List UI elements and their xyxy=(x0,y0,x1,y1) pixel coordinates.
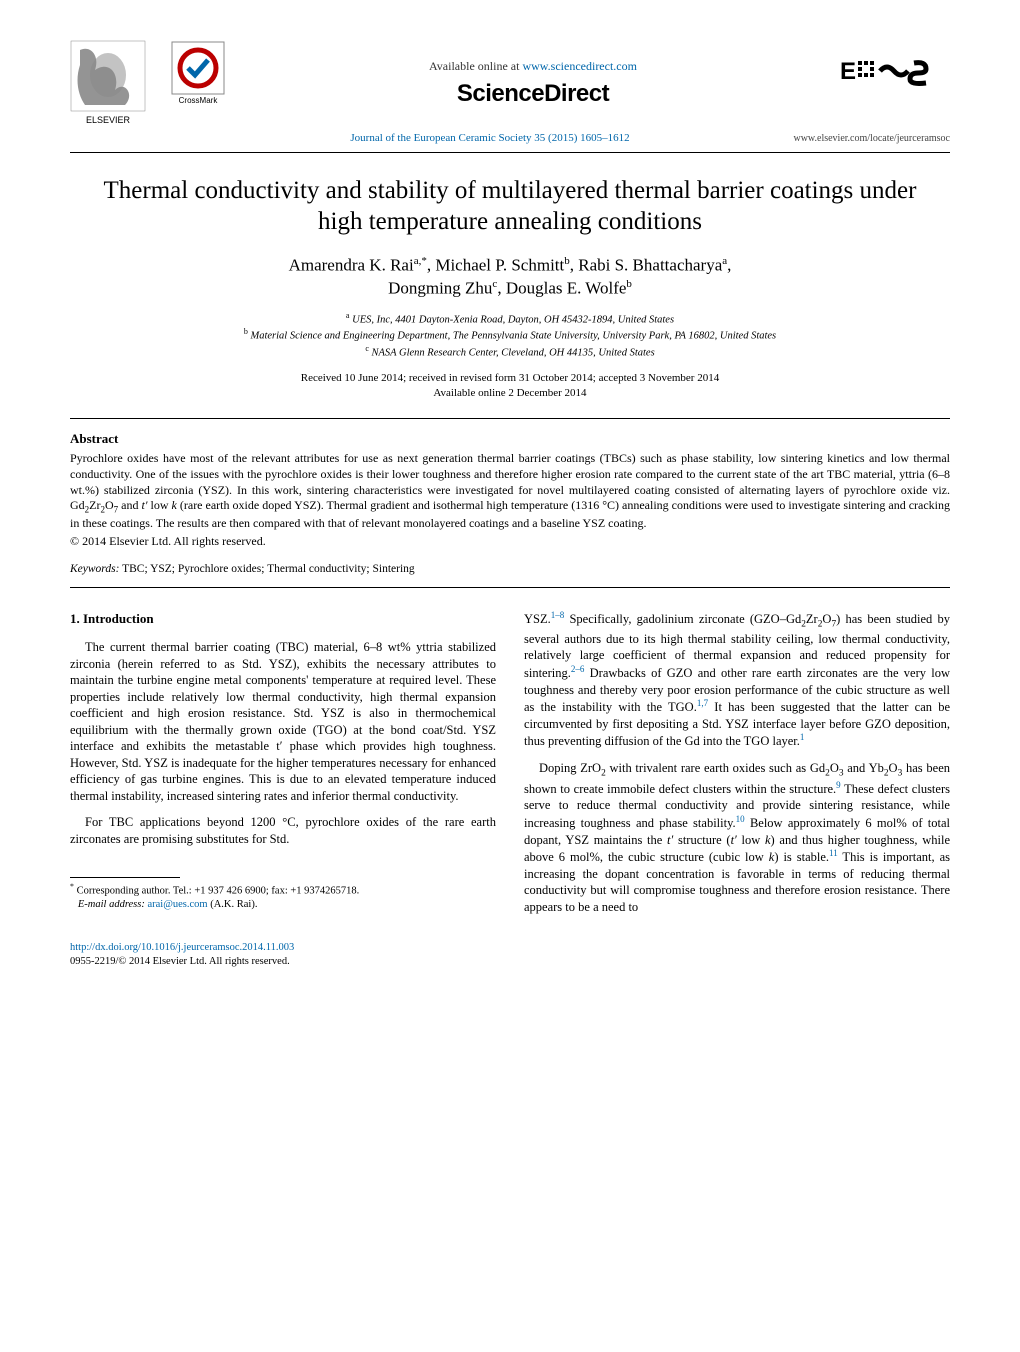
author-1-aff: a,* xyxy=(414,255,427,267)
abstract-bottom-rule xyxy=(70,587,950,588)
affiliation-a: UES, Inc, 4401 Dayton-Xenia Road, Dayton… xyxy=(352,314,674,325)
right-column: YSZ.1–8 Specifically, gadolinium zircona… xyxy=(524,610,950,925)
affiliation-b: Material Science and Engineering Departm… xyxy=(250,331,776,342)
article-dates: Received 10 June 2014; received in revis… xyxy=(70,371,950,401)
right-p1: YSZ.1–8 Specifically, gadolinium zircona… xyxy=(524,610,950,750)
author-3-aff: a xyxy=(722,255,727,267)
author-1: Amarendra K. Rai xyxy=(289,255,414,274)
abstract-body: Pyrochlore oxides have most of the relev… xyxy=(70,451,950,531)
ref-10[interactable]: 10 xyxy=(736,814,745,824)
author-2: , Michael P. Schmitt xyxy=(427,255,564,274)
article-title: Thermal conductivity and stability of mu… xyxy=(100,175,920,238)
svg-text:ELSEVIER: ELSEVIER xyxy=(86,115,131,125)
ref-1-8[interactable]: 1–8 xyxy=(551,610,565,620)
right-p2: Doping ZrO2 with trivalent rare earth ox… xyxy=(524,760,950,915)
header-row: ELSEVIER CrossMark Available online at w… xyxy=(70,40,950,126)
crossmark-logo[interactable]: CrossMark xyxy=(170,40,226,106)
abstract-top-rule xyxy=(70,418,950,419)
sciencedirect-wordmark: ScienceDirect xyxy=(226,80,840,108)
header-rule xyxy=(70,152,950,153)
copyright: © 2014 Elsevier Ltd. All rights reserved… xyxy=(70,534,950,549)
issn-copyright: 0955-2219/© 2014 Elsevier Ltd. All right… xyxy=(70,956,290,967)
email-label: E-mail address: xyxy=(78,899,145,910)
intro-p1: The current thermal barrier coating (TBC… xyxy=(70,639,496,804)
svg-text:E: E xyxy=(840,58,856,85)
available-online-text: Available online at xyxy=(429,59,522,73)
corr-email-link[interactable]: arai@ues.com xyxy=(147,899,207,910)
keywords: Keywords: TBC; YSZ; Pyrochlore oxides; T… xyxy=(70,563,950,575)
doi-link[interactable]: http://dx.doi.org/10.1016/j.jeurceramsoc… xyxy=(70,942,294,953)
header-center: Available online at www.sciencedirect.co… xyxy=(226,59,840,108)
author-4: Dongming Zhu xyxy=(388,279,492,298)
available-date: Available online 2 December 2014 xyxy=(433,387,586,399)
author-3: , Rabi S. Bhattacharya xyxy=(570,255,723,274)
affiliation-c: NASA Glenn Research Center, Cleveland, O… xyxy=(372,348,655,359)
author-5-aff: b xyxy=(626,278,632,290)
section-1-heading: 1. Introduction xyxy=(70,610,496,627)
intro-p2: For TBC applications beyond 1200 °C, pyr… xyxy=(70,814,496,847)
authors: Amarendra K. Raia,*, Michael P. Schmitt b… xyxy=(70,254,950,301)
footnote-separator xyxy=(70,877,180,878)
keywords-label: Keywords: xyxy=(70,563,119,575)
author-5: , Douglas E. Wolfe xyxy=(497,279,626,298)
corr-email-who: (A.K. Rai). xyxy=(210,899,257,910)
body-columns: 1. Introduction The current thermal barr… xyxy=(70,610,950,925)
received-date: Received 10 June 2014; received in revis… xyxy=(301,372,719,384)
doi-footer: http://dx.doi.org/10.1016/j.jeurceramsoc… xyxy=(70,941,950,968)
left-column: 1. Introduction The current thermal barr… xyxy=(70,610,496,925)
sciencedirect-link[interactable]: www.sciencedirect.com xyxy=(522,59,637,73)
elsevier-logo: ELSEVIER xyxy=(70,40,146,126)
corr-text: Corresponding author. Tel.: +1 937 426 6… xyxy=(77,886,360,897)
ref-11[interactable]: 11 xyxy=(829,848,838,858)
affiliations: a UES, Inc, 4401 Dayton-Xenia Road, Dayt… xyxy=(70,311,950,361)
journal-reference: Journal of the European Ceramic Society … xyxy=(230,132,750,144)
available-online: Available online at www.sciencedirect.co… xyxy=(226,59,840,74)
ref-1[interactable]: 1 xyxy=(800,732,805,742)
journal-ref-row: Journal of the European Ceramic Society … xyxy=(70,132,950,144)
corresponding-author-footnote: * Corresponding author. Tel.: +1 937 426… xyxy=(70,882,496,912)
abstract-heading: Abstract xyxy=(70,431,950,447)
keywords-text: TBC; YSZ; Pyrochlore oxides; Thermal con… xyxy=(119,563,414,575)
svg-text:CrossMark: CrossMark xyxy=(179,96,219,105)
ref-2-6[interactable]: 2–6 xyxy=(571,664,585,674)
jecs-logo: E xyxy=(840,55,950,107)
ref-1-7[interactable]: 1,7 xyxy=(697,698,708,708)
journal-url: www.elsevier.com/locate/jeurceramsoc xyxy=(750,133,950,144)
